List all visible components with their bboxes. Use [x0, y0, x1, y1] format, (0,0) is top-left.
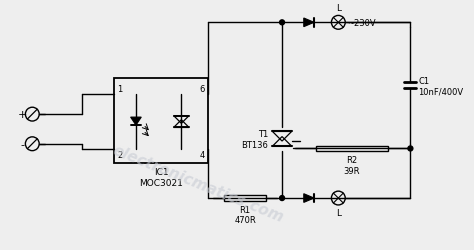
Text: L: L — [336, 4, 341, 14]
Bar — [316, 146, 388, 151]
Bar — [225, 195, 265, 201]
Bar — [114, 78, 208, 164]
Text: 1: 1 — [117, 85, 122, 94]
Circle shape — [408, 146, 413, 151]
Text: C1
10nF/400V: C1 10nF/400V — [418, 76, 464, 96]
Text: R2
39R: R2 39R — [344, 156, 360, 175]
Text: 4: 4 — [200, 150, 205, 159]
Text: IC1
MOC3021: IC1 MOC3021 — [139, 168, 183, 187]
Text: 6: 6 — [200, 85, 205, 94]
Polygon shape — [131, 118, 141, 126]
Polygon shape — [304, 19, 314, 28]
Polygon shape — [304, 194, 314, 202]
Text: L: L — [336, 208, 341, 217]
Text: -: - — [20, 139, 25, 149]
Text: T1
BT136: T1 BT136 — [241, 130, 268, 149]
Circle shape — [280, 196, 284, 201]
Text: +: + — [18, 110, 27, 120]
Circle shape — [280, 21, 284, 26]
Text: ~230V: ~230V — [347, 19, 376, 28]
Text: 2: 2 — [117, 150, 122, 159]
Text: R1
470R: R1 470R — [234, 205, 256, 225]
Text: electronicmatics.com: electronicmatics.com — [110, 142, 286, 224]
